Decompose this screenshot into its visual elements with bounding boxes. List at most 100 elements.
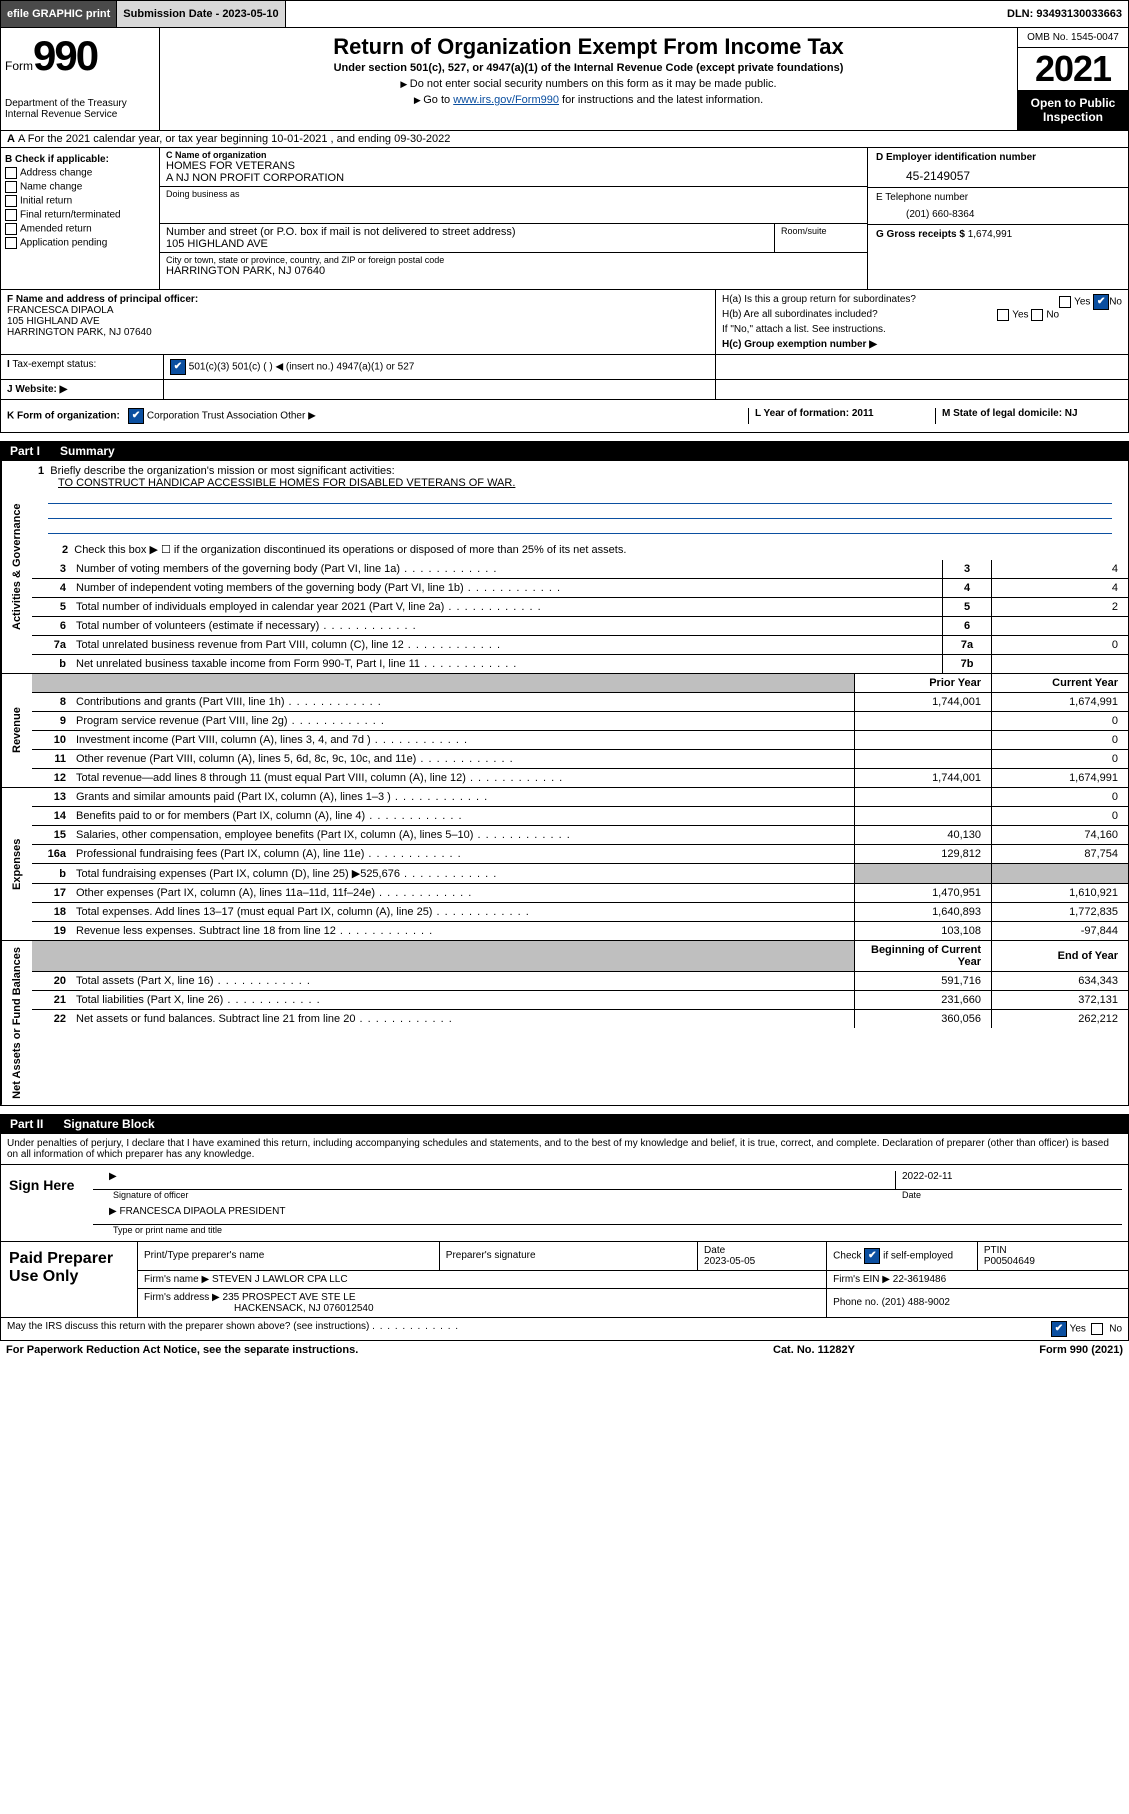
ptin-value: P00504649 bbox=[984, 1256, 1035, 1267]
dln-label: DLN: 93493130033663 bbox=[1001, 1, 1128, 27]
checkbox-item: Amended return bbox=[5, 223, 155, 235]
irs-link[interactable]: www.irs.gov/Form990 bbox=[453, 94, 559, 106]
officer-name-title: FRANCESCA DIPAOLA PRESIDENT bbox=[119, 1206, 285, 1217]
line-row: 3Number of voting members of the governi… bbox=[32, 560, 1128, 579]
name-title-label: Type or print name and title bbox=[93, 1225, 1122, 1235]
f-label: F Name and address of principal officer: bbox=[7, 294, 198, 305]
check-icon: ✔ bbox=[1093, 294, 1109, 310]
hb-label: H(b) Are all subordinates included? bbox=[722, 309, 878, 320]
line-row: 18Total expenses. Add lines 13–17 (must … bbox=[32, 903, 1128, 922]
check-icon: ✔ bbox=[170, 359, 186, 375]
checkbox-item: Final return/terminated bbox=[5, 209, 155, 221]
side-label-activities: Activities & Governance bbox=[1, 461, 32, 673]
phone-label: E Telephone number bbox=[876, 192, 1120, 203]
year-formation: L Year of formation: 2011 bbox=[748, 408, 935, 424]
addr-label: Number and street (or P.O. box if mail i… bbox=[166, 226, 768, 238]
line-row: 5Total number of individuals employed in… bbox=[32, 598, 1128, 617]
checkbox-item: Application pending bbox=[5, 237, 155, 249]
line-row: 6Total number of volunteers (estimate if… bbox=[32, 617, 1128, 636]
firm-phone: (201) 488-9002 bbox=[882, 1297, 950, 1308]
line-row: bNet unrelated business taxable income f… bbox=[32, 655, 1128, 674]
page-footer: For Paperwork Reduction Act Notice, see … bbox=[0, 1341, 1129, 1359]
checkbox-icon[interactable] bbox=[5, 209, 17, 221]
row-a-period: A A For the 2021 calendar year, or tax y… bbox=[0, 131, 1129, 148]
org-name-2: A NJ NON PROFIT CORPORATION bbox=[166, 172, 861, 184]
line-row: 12Total revenue—add lines 8 through 11 (… bbox=[32, 769, 1128, 788]
city-label: City or town, state or province, country… bbox=[166, 255, 861, 265]
subtitle: Under section 501(c), 527, or 4947(a)(1)… bbox=[168, 62, 1009, 74]
line-row: 7aTotal unrelated business revenue from … bbox=[32, 636, 1128, 655]
line-row: 16aProfessional fundraising fees (Part I… bbox=[32, 845, 1128, 864]
prep-name-label: Print/Type preparer's name bbox=[138, 1242, 439, 1271]
h-note: If "No," attach a list. See instructions… bbox=[722, 324, 1122, 335]
org-name-1: HOMES FOR VETERANS bbox=[166, 160, 861, 172]
instr-goto: Go to www.irs.gov/Form990 for instructio… bbox=[168, 94, 1009, 106]
line-row: bTotal fundraising expenses (Part IX, co… bbox=[32, 864, 1128, 884]
check-icon: ✔ bbox=[128, 408, 144, 424]
line-row: 17Other expenses (Part IX, column (A), l… bbox=[32, 884, 1128, 903]
line-row: 10Investment income (Part VIII, column (… bbox=[32, 731, 1128, 750]
form-header: Form 990 Department of the Treasury Inte… bbox=[0, 28, 1129, 131]
instr-ssn: Do not enter social security numbers on … bbox=[168, 78, 1009, 90]
line-row: 8Contributions and grants (Part VIII, li… bbox=[32, 693, 1128, 712]
line-row: 14Benefits paid to or for members (Part … bbox=[32, 807, 1128, 826]
checkbox-icon[interactable] bbox=[5, 167, 17, 179]
check-icon: ✔ bbox=[864, 1248, 880, 1264]
tax-year: 2021 bbox=[1018, 48, 1128, 90]
line-row: 19Revenue less expenses. Subtract line 1… bbox=[32, 922, 1128, 941]
line-row: 22Net assets or fund balances. Subtract … bbox=[32, 1010, 1128, 1029]
submission-date-button[interactable]: Submission Date - 2023-05-10 bbox=[117, 1, 285, 27]
efile-print-button[interactable]: efile GRAPHIC print bbox=[1, 1, 117, 27]
signature-block: Under penalties of perjury, I declare th… bbox=[0, 1134, 1129, 1242]
block-b-c-d-e: B Check if applicable: Address changeNam… bbox=[0, 148, 1129, 290]
paid-preparer-label: Paid Preparer Use Only bbox=[1, 1242, 138, 1317]
check-icon: ✔ bbox=[1051, 1321, 1067, 1337]
gross-receipts-label: G Gross receipts $ bbox=[876, 229, 965, 240]
form-label: Form bbox=[5, 59, 33, 73]
firm-ein: 22-3619486 bbox=[893, 1274, 946, 1285]
ein-value: 45-2149057 bbox=[876, 163, 1120, 183]
checkbox-icon[interactable] bbox=[5, 237, 17, 249]
open-public-badge: Open to Public Inspection bbox=[1018, 90, 1128, 130]
line1-text: Briefly describe the organization's miss… bbox=[50, 465, 394, 477]
ha-label: H(a) Is this a group return for subordin… bbox=[722, 294, 916, 305]
sig-date: 2022-02-11 bbox=[895, 1171, 1122, 1189]
part-ii-header: Part IISignature Block bbox=[0, 1114, 1129, 1134]
column-header-row: Prior YearCurrent Year bbox=[32, 674, 1128, 693]
room-suite-label: Room/suite bbox=[775, 224, 867, 252]
line-row: 20Total assets (Part X, line 16)591,7166… bbox=[32, 972, 1128, 991]
sig-officer-label: Signature of officer bbox=[93, 1190, 896, 1200]
row-j: J Website: ▶ bbox=[0, 380, 1129, 400]
city-state-zip: HARRINGTON PARK, NJ 07640 bbox=[166, 265, 861, 277]
checkbox-item: Address change bbox=[5, 167, 155, 179]
mission-text: TO CONSTRUCT HANDICAP ACCESSIBLE HOMES F… bbox=[58, 477, 515, 489]
checkbox-item: Initial return bbox=[5, 195, 155, 207]
sig-date-label: Date bbox=[896, 1190, 1122, 1200]
street-address: 105 HIGHLAND AVE bbox=[166, 238, 768, 250]
hc-label: H(c) Group exemption number ▶ bbox=[722, 339, 877, 350]
dba-label: Doing business as bbox=[166, 189, 861, 199]
checkbox-icon[interactable] bbox=[5, 195, 17, 207]
c-name-label: C Name of organization bbox=[166, 150, 267, 160]
firm-addr2: HACKENSACK, NJ 076012540 bbox=[144, 1303, 374, 1314]
line-row: 21Total liabilities (Part X, line 26)231… bbox=[32, 991, 1128, 1010]
line-row: 11Other revenue (Part VIII, column (A), … bbox=[32, 750, 1128, 769]
net-assets-section: Net Assets or Fund Balances Beginning of… bbox=[0, 941, 1129, 1106]
firm-name: STEVEN J LAWLOR CPA LLC bbox=[212, 1274, 348, 1285]
line-row: 4Number of independent voting members of… bbox=[32, 579, 1128, 598]
irs-discuss-row: May the IRS discuss this return with the… bbox=[0, 1318, 1129, 1341]
firm-addr1: 235 PROSPECT AVE STE LE bbox=[223, 1292, 356, 1303]
form-footer: Form 990 (2021) bbox=[973, 1344, 1123, 1356]
state-domicile: M State of legal domicile: NJ bbox=[935, 408, 1122, 424]
officer-addr1: 105 HIGHLAND AVE bbox=[7, 316, 709, 327]
part-i-header: Part ISummary bbox=[0, 441, 1129, 461]
checkbox-icon[interactable] bbox=[5, 181, 17, 193]
line-row: 15Salaries, other compensation, employee… bbox=[32, 826, 1128, 845]
checkbox-icon[interactable] bbox=[5, 223, 17, 235]
phone-value: (201) 660-8364 bbox=[876, 203, 1120, 220]
officer-addr2: HARRINGTON PARK, NJ 07640 bbox=[7, 327, 709, 338]
line-row: 13Grants and similar amounts paid (Part … bbox=[32, 788, 1128, 807]
col-b-checkboxes: B Check if applicable: Address changeNam… bbox=[1, 148, 160, 289]
omb-number: OMB No. 1545-0047 bbox=[1018, 28, 1128, 48]
officer-name: FRANCESCA DIPAOLA bbox=[7, 305, 709, 316]
